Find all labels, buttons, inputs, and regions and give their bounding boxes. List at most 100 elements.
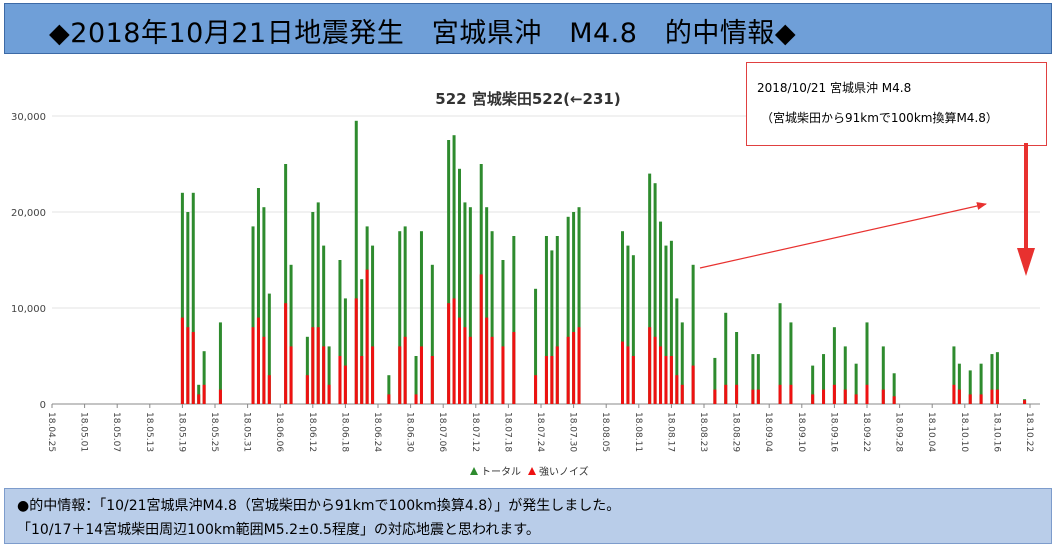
noise-bar xyxy=(512,332,516,404)
total-bar xyxy=(256,188,260,404)
noise-bar xyxy=(544,356,548,404)
total-bar xyxy=(756,354,760,404)
total-bar xyxy=(659,221,663,404)
total-bar xyxy=(832,327,836,404)
total-bar xyxy=(577,207,581,404)
noise-bar-chart: 522 宮城柴田522(←231) 0 10,000 20,000 30,000 18… xyxy=(11,90,1040,478)
total-bar xyxy=(311,212,315,404)
noise-bar xyxy=(854,394,858,404)
total-bar xyxy=(360,279,364,404)
noise-bar xyxy=(724,384,728,404)
earthquake-callout: 2018/10/21 宮城県沖 M4.8 （宮城柴田から91kmで100km換算… xyxy=(746,62,1047,146)
total-bar xyxy=(447,140,451,404)
noise-bar xyxy=(680,384,684,404)
total-bar xyxy=(555,236,559,404)
noise-bar xyxy=(832,384,836,404)
noise-bar xyxy=(262,336,266,404)
noise-bar xyxy=(197,394,201,404)
noise-bar xyxy=(322,346,326,404)
total-bar xyxy=(631,255,635,404)
y-tick-label: 20,000 xyxy=(11,208,46,219)
noise-bar xyxy=(756,389,760,404)
total-bar xyxy=(621,231,624,404)
total-bar xyxy=(262,207,266,404)
chart-title: 522 宮城柴田522(←231) xyxy=(435,90,620,108)
legend-label: トータル xyxy=(481,466,521,478)
total-bar xyxy=(180,192,184,404)
total-bar xyxy=(881,346,885,404)
noise-bar xyxy=(713,389,717,404)
noise-bar xyxy=(338,356,342,404)
noise-bar xyxy=(653,336,657,404)
total-bar xyxy=(463,202,467,404)
total-bar xyxy=(289,264,293,404)
total-bar xyxy=(751,354,755,404)
total-bar xyxy=(191,192,195,404)
callout-detail: （宮城柴田から91kmで100km換算M4.8） xyxy=(761,111,998,125)
noise-bar xyxy=(534,375,538,404)
noise-bar xyxy=(251,327,255,404)
noise-bar xyxy=(468,336,472,404)
x-tick-label: 18.07.12 xyxy=(470,412,480,452)
noise-bar xyxy=(572,332,576,404)
total-bar xyxy=(468,207,472,404)
noise-bar xyxy=(577,327,581,404)
noise-bar xyxy=(284,303,288,404)
total-bar xyxy=(892,373,896,404)
legend-item: 強いノイズ xyxy=(528,465,589,478)
total-bar xyxy=(675,298,679,404)
total-bar xyxy=(534,288,538,404)
total-bar xyxy=(550,250,554,404)
y-tick-label: 0 xyxy=(40,400,46,411)
noise-bar xyxy=(267,375,271,404)
total-bar xyxy=(267,293,271,404)
x-tick-label: 18.07.24 xyxy=(535,412,545,452)
x-tick-label: 18.10.04 xyxy=(926,412,936,452)
legend-marker xyxy=(470,467,478,475)
noise-bar xyxy=(789,384,793,404)
total-bar xyxy=(512,236,516,404)
x-tick-label: 18.05.25 xyxy=(209,412,219,452)
noise-bar xyxy=(952,384,956,404)
total-bar xyxy=(843,346,847,404)
total-bar xyxy=(995,352,999,404)
noise-bar xyxy=(626,346,630,404)
x-tick-label: 18.06.06 xyxy=(274,412,284,452)
total-bar xyxy=(811,365,815,404)
total-bar xyxy=(202,351,206,404)
noise-bar xyxy=(501,346,505,404)
total-bar xyxy=(968,370,972,404)
noise-bar xyxy=(256,317,260,404)
noise-bar xyxy=(414,394,418,404)
noise-bar xyxy=(202,384,206,404)
total-bar xyxy=(680,322,684,404)
total-bar xyxy=(403,226,407,404)
x-tick-label: 18.07.06 xyxy=(437,412,447,452)
total-bar xyxy=(789,322,793,404)
total-bar xyxy=(724,312,728,404)
noise-bar xyxy=(566,336,570,404)
noise-bar xyxy=(218,389,222,404)
x-tick-label: 18.08.17 xyxy=(665,412,675,452)
noise-bar xyxy=(354,298,358,404)
x-tick-label: 18.06.30 xyxy=(405,412,415,452)
x-tick-label: 18.09.28 xyxy=(894,412,904,452)
noise-bar xyxy=(555,346,559,404)
y-tick-label: 10,000 xyxy=(11,304,46,315)
total-bar xyxy=(990,354,994,404)
noise-bar xyxy=(398,346,402,404)
noise-bar xyxy=(180,317,184,404)
total-bar xyxy=(501,260,505,404)
noise-bar xyxy=(311,327,315,404)
total-bar xyxy=(419,231,423,404)
noise-bar xyxy=(452,298,456,404)
total-bar xyxy=(735,332,739,404)
legend-marker xyxy=(528,467,536,475)
noise-bar xyxy=(485,317,489,404)
page-title: ◆2018年10月21日地震発生 宮城県沖 M4.8 的中情報◆ xyxy=(49,18,797,49)
total-bar xyxy=(957,363,961,404)
total-bar xyxy=(653,183,657,404)
total-bar xyxy=(713,357,717,404)
total-bar xyxy=(251,226,255,404)
callout-event: 2018/10/21 宮城県沖 M4.8 xyxy=(757,81,912,95)
